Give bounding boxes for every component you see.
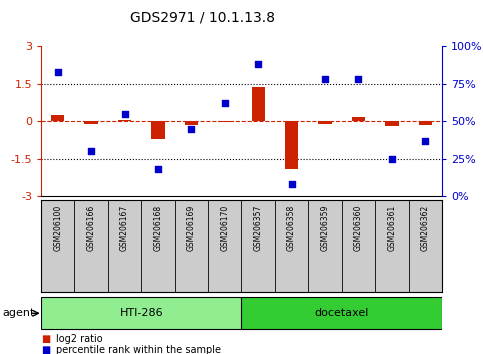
Bar [385,121,398,126]
Point [321,76,329,82]
Bar [242,297,442,329]
Text: GSM206100: GSM206100 [53,205,62,251]
Bar [419,121,432,125]
Point [121,111,128,116]
Bar [218,121,231,122]
Bar [352,117,365,121]
Text: ■: ■ [41,346,50,354]
Bar [118,120,131,121]
Point [187,126,195,132]
Text: GDS2971 / 10.1.13.8: GDS2971 / 10.1.13.8 [130,11,275,25]
Text: GSM206169: GSM206169 [187,205,196,251]
Text: GSM206362: GSM206362 [421,205,430,251]
Bar [285,121,298,169]
Text: log2 ratio: log2 ratio [56,334,102,344]
Bar [252,87,265,121]
Point [255,61,262,67]
Text: GSM206167: GSM206167 [120,205,129,251]
Text: HTI-286: HTI-286 [119,308,163,318]
Text: GSM206360: GSM206360 [354,205,363,251]
Point [388,156,396,162]
Text: docetaxel: docetaxel [314,308,369,318]
Point [288,182,296,187]
Bar [41,297,242,329]
Text: GSM206168: GSM206168 [154,205,162,251]
Bar [185,121,198,125]
Bar [318,121,332,124]
Text: GSM206361: GSM206361 [387,205,397,251]
Text: GSM206359: GSM206359 [321,205,329,251]
Text: GSM206358: GSM206358 [287,205,296,251]
Text: GSM206170: GSM206170 [220,205,229,251]
Point [421,138,429,144]
Point [87,149,95,154]
Bar [51,115,64,121]
Text: GSM206357: GSM206357 [254,205,263,251]
Text: ■: ■ [41,334,50,344]
Bar [85,121,98,124]
Point [54,69,62,74]
Point [221,101,228,106]
Bar [151,121,165,139]
Text: percentile rank within the sample: percentile rank within the sample [56,346,221,354]
Text: GSM206166: GSM206166 [86,205,96,251]
Text: agent: agent [2,308,35,318]
Point [355,76,362,82]
Point [154,167,162,172]
